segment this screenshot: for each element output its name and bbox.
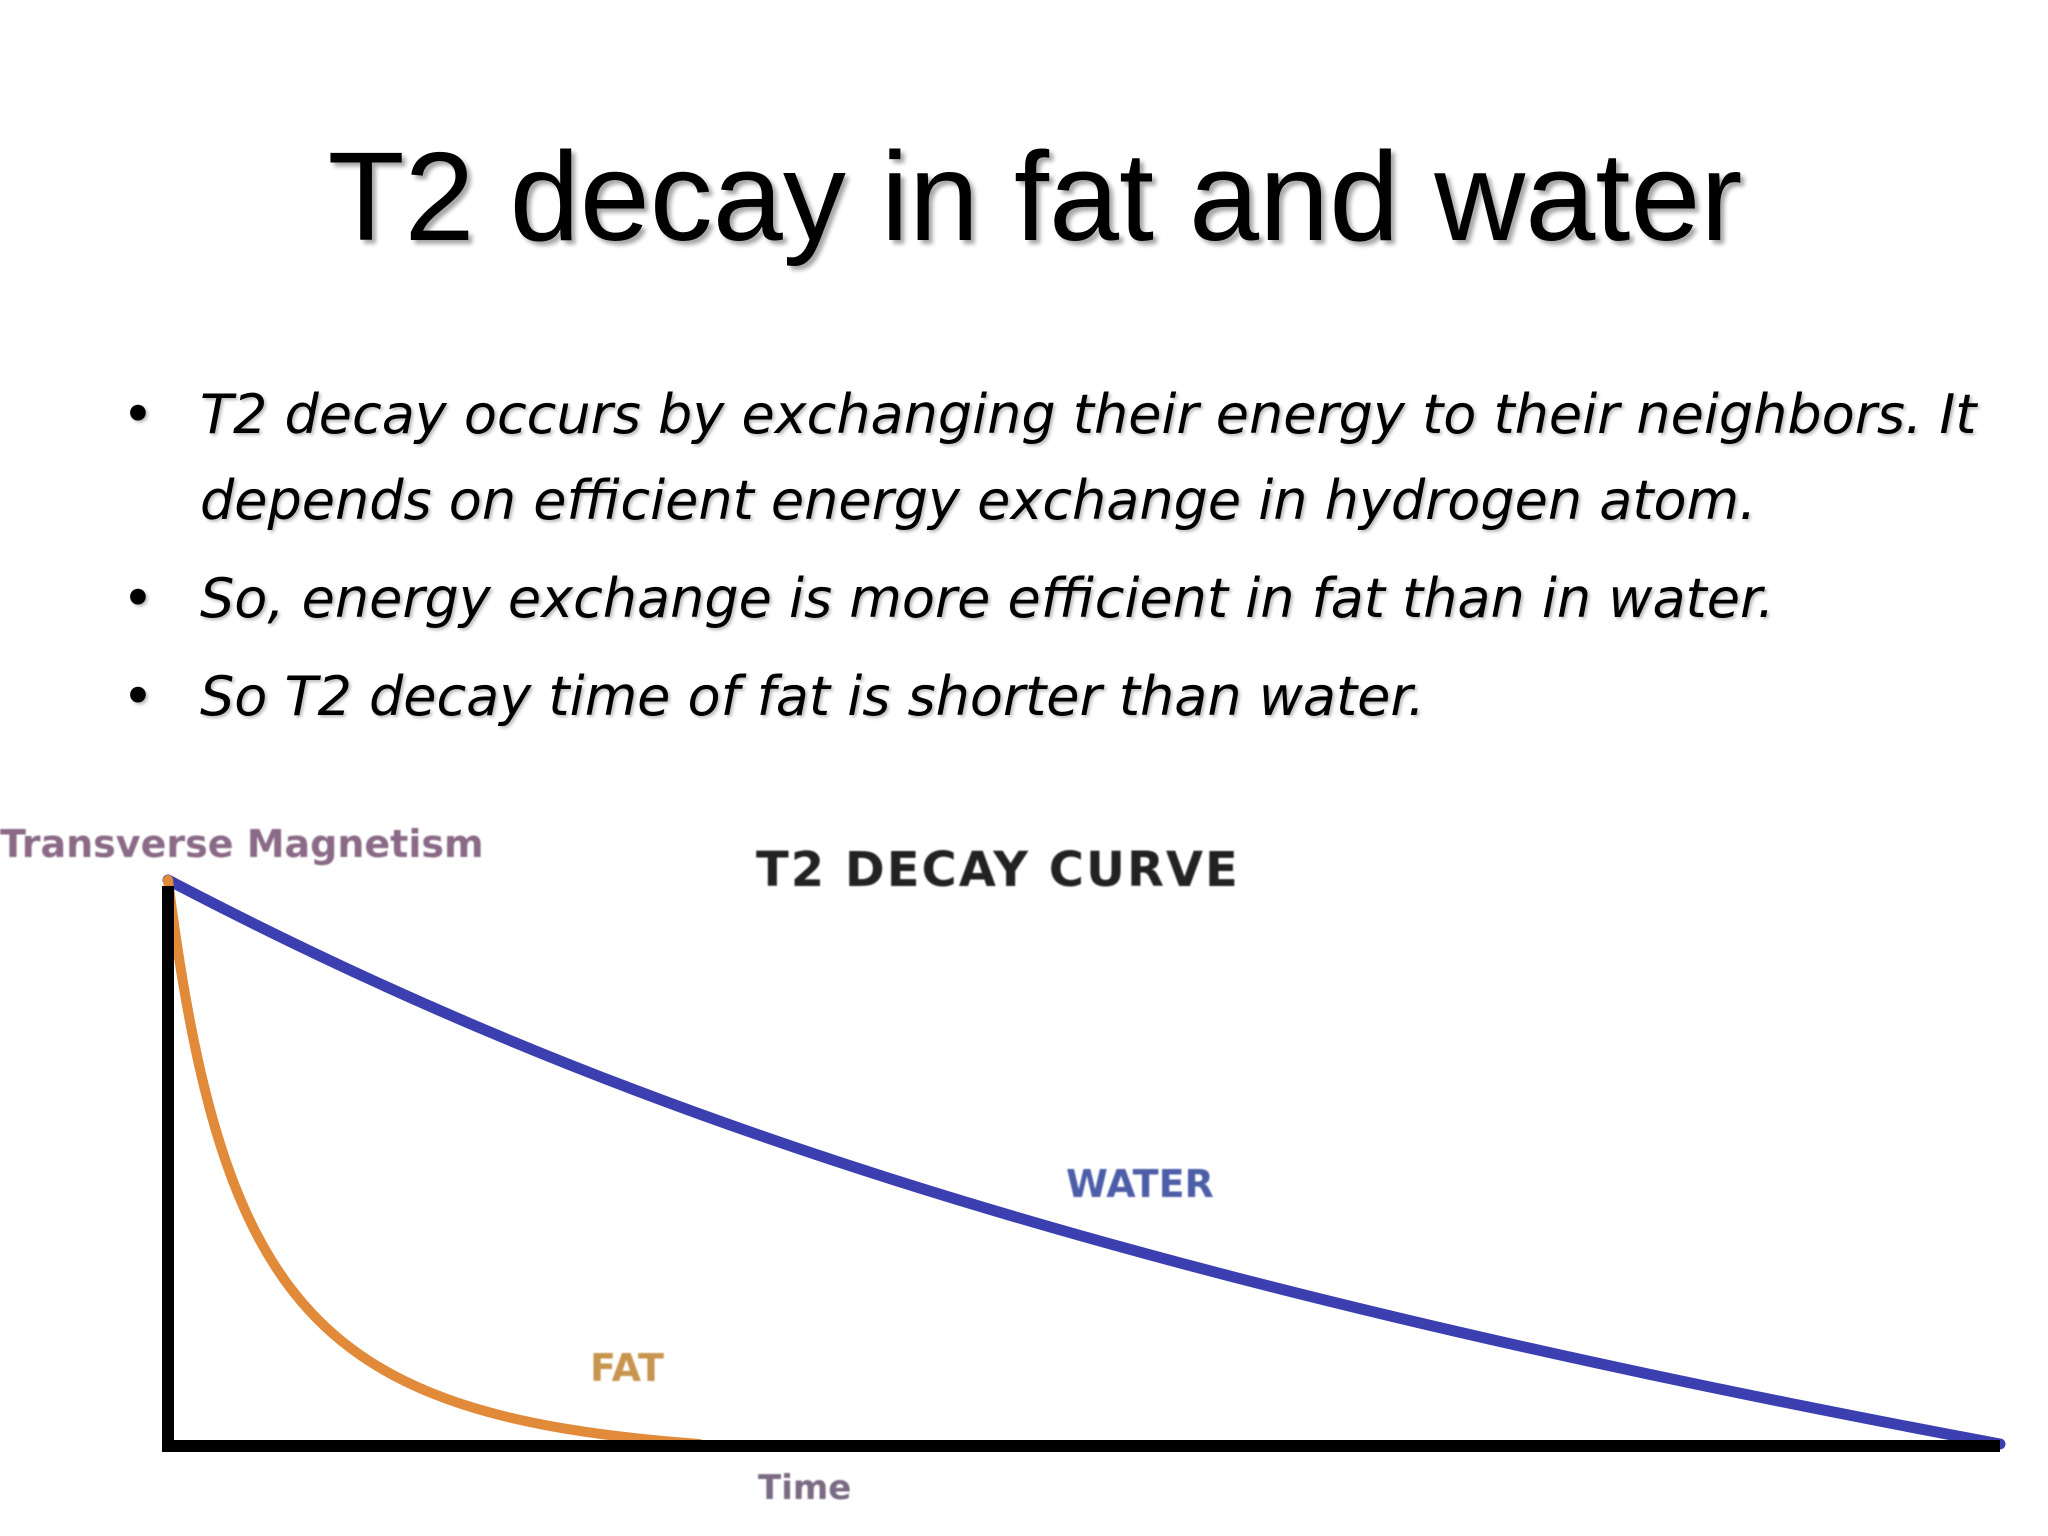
fat-curve [163,875,705,1449]
bullet-text: T2 decay occurs by exchanging their ener… [200,383,1977,532]
bullet-icon: • [122,665,154,728]
bullet-icon: • [122,383,154,446]
y-axis-label: Transverse Magnetism [0,822,484,866]
bullet-list: • T2 decay occurs by exchanging their en… [120,372,2000,752]
water-series-label: WATER [1066,1162,1214,1206]
bullet-text: So T2 decay time of fat is shorter than … [200,665,1425,728]
chart-title: T2 DECAY CURVE [756,842,1240,898]
slide-title: T2 decay in fat and water [327,126,1743,267]
bullet-item: • So T2 decay time of fat is shorter tha… [120,654,2000,740]
t2-decay-figure: Transverse Magnetism T2 DECAY CURVE WATE… [0,770,2048,1536]
bullet-icon: • [122,567,154,630]
decay-curve-graphic [162,874,2006,1452]
bullet-item: • So, energy exchange is more efficient … [120,556,2000,642]
bullet-text: So, energy exchange is more efficient in… [200,567,1775,630]
x-axis-label: Time [758,1468,852,1508]
bullet-item: • T2 decay occurs by exchanging their en… [120,372,2000,544]
fat-series-label: FAT [590,1346,664,1390]
water-curve [162,874,2006,1450]
